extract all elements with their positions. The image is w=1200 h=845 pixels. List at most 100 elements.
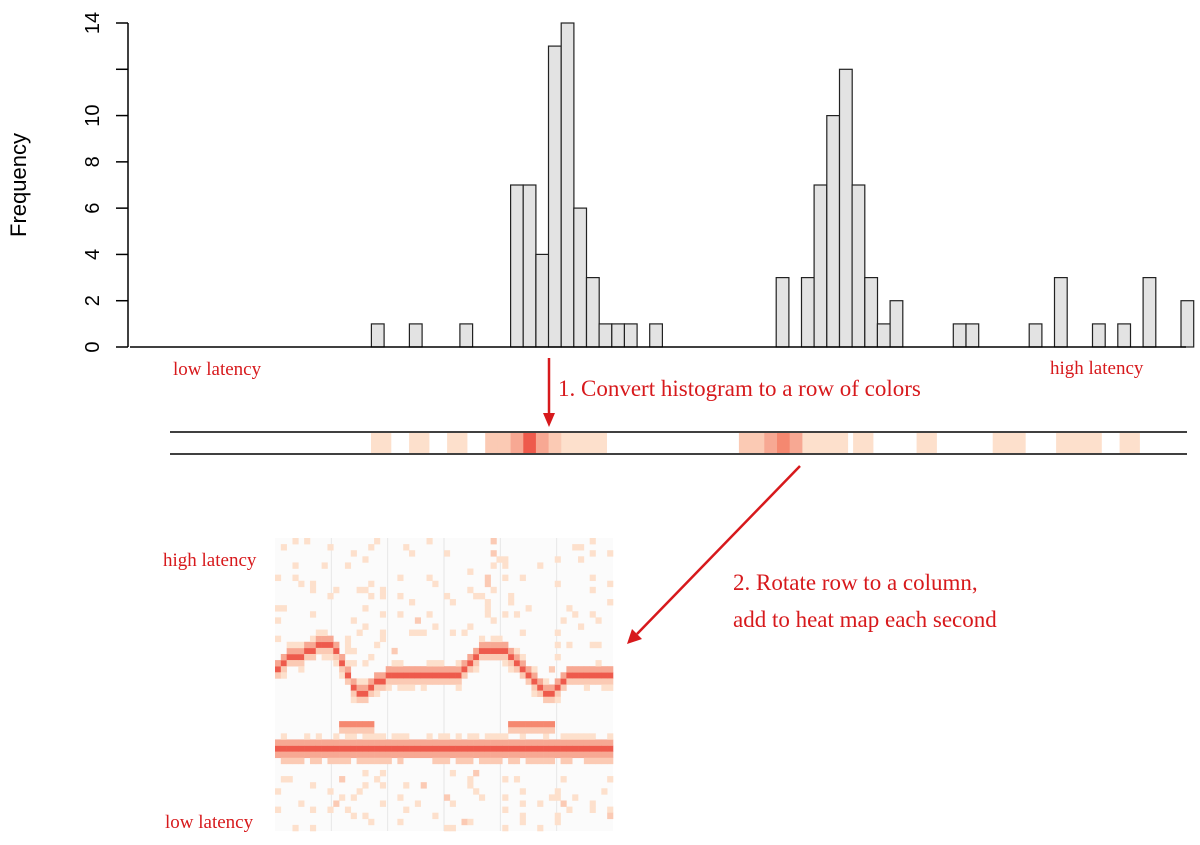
heatmap-cell — [572, 733, 579, 740]
heatmap-cell — [339, 739, 346, 746]
heatmap-cell — [374, 745, 381, 752]
heatmap-cell — [548, 666, 556, 673]
heatmap-cell — [572, 739, 579, 746]
heatmap-cell — [478, 739, 486, 746]
histogram-bar — [1053, 277, 1068, 348]
heatmap-cell — [344, 678, 352, 685]
heatmap-cell — [455, 684, 462, 691]
heatmap-cell — [333, 641, 340, 649]
heatmap-cell — [490, 653, 497, 661]
heatmap-cell — [327, 641, 334, 649]
heatmap-cell — [309, 641, 317, 649]
histogram-bar — [1180, 300, 1195, 348]
heatmap-cell — [537, 690, 544, 697]
heatmap-cell — [403, 684, 410, 691]
heatmap-cell — [560, 739, 567, 746]
heatmap-cell — [368, 592, 375, 600]
heatmap-cell — [513, 653, 521, 661]
histogram-bar — [876, 323, 891, 348]
heatmap-cell — [426, 733, 433, 740]
heatmap-cell — [333, 586, 340, 594]
heatmap-cell — [467, 757, 474, 765]
heatmap-cell — [513, 757, 521, 765]
heatmap-cell — [467, 660, 474, 667]
heatmap-cell — [432, 672, 439, 679]
heatmap-cell — [374, 641, 381, 649]
heatmap-cell — [467, 623, 474, 630]
heatmap-cell — [531, 721, 538, 728]
heatmap-cell — [275, 745, 282, 752]
heatmap-cell — [333, 745, 340, 752]
heatmap-cell — [513, 751, 521, 759]
heatmap-cell — [484, 641, 491, 649]
heatmap-cell — [473, 660, 480, 667]
histogram-bar — [522, 184, 537, 348]
heatmap-cell — [432, 623, 439, 630]
heatmap-cell — [374, 776, 381, 783]
heatmap-cell — [607, 757, 614, 765]
heatmap-cell — [374, 538, 381, 545]
heatmap-cell — [525, 727, 532, 734]
heatmap-cell — [484, 745, 491, 752]
heatmap-cell — [298, 757, 305, 765]
heatmap-cell — [379, 769, 387, 777]
heatmap-cell — [566, 678, 573, 685]
heatmap-cell — [321, 629, 328, 636]
heatmap-cell — [560, 617, 567, 624]
heatmap-cell — [432, 745, 439, 752]
heatmap-cell — [292, 660, 299, 667]
heatmap-cell — [420, 672, 427, 679]
y-tick-label: 2 — [82, 295, 104, 306]
histogram-bar — [838, 68, 853, 348]
heatmap-cell — [333, 733, 340, 740]
heatmap-cell — [496, 647, 503, 655]
heatmap-cell — [275, 635, 282, 643]
heatmap-cell — [502, 806, 509, 813]
heatmap-cell — [368, 678, 375, 685]
heatmap-cell — [409, 629, 416, 636]
heatmap-cell — [490, 586, 497, 594]
heatmap-cell — [304, 745, 311, 752]
histogram-bar — [649, 323, 664, 348]
heatmap-cell — [397, 672, 404, 679]
heatmap-cell — [601, 788, 608, 795]
heatmap-cell — [578, 623, 585, 630]
heatmap-cell — [478, 745, 486, 752]
heatmap-cell — [607, 733, 614, 740]
heatmap-cell — [554, 751, 561, 759]
heatmap-cell — [560, 751, 567, 759]
heatmap-cell — [583, 678, 590, 685]
heatmap-cell — [455, 757, 462, 765]
heatmap-cell — [374, 678, 381, 685]
heatmap-cell — [374, 739, 381, 746]
heatmap-cell — [519, 666, 526, 673]
heatmap-cell — [444, 757, 451, 765]
heatmap-cell — [566, 751, 573, 759]
heatmap-cell — [444, 745, 451, 752]
heatmap-cell — [397, 739, 404, 746]
heatmap-cell — [309, 782, 317, 789]
heatmap-cell — [455, 733, 462, 740]
heatmap-cell — [379, 782, 387, 789]
histogram-bar — [864, 277, 879, 348]
heatmap-cell — [426, 739, 433, 746]
heatmap-cell — [578, 751, 585, 759]
heatmap-cell — [478, 592, 486, 600]
heatmap-cell — [578, 745, 585, 752]
heatmap-cell — [356, 751, 363, 759]
heatmap-cell — [496, 745, 503, 752]
heatmap-cell — [490, 745, 497, 752]
heatmap-cell — [566, 733, 573, 740]
heatmap-cell — [455, 751, 462, 759]
heatmap-cell — [321, 641, 328, 649]
heatmap-cell — [414, 629, 421, 636]
y-tick-label: 14 — [82, 12, 104, 34]
heatmap-cell — [368, 818, 375, 826]
heatmap-cell — [589, 733, 596, 740]
heatmap-cell — [339, 721, 346, 728]
heatmap-cell — [578, 672, 585, 679]
heatmap-cell — [578, 678, 585, 685]
heatmap-cell — [350, 751, 357, 759]
heatmap-cell — [607, 745, 614, 752]
